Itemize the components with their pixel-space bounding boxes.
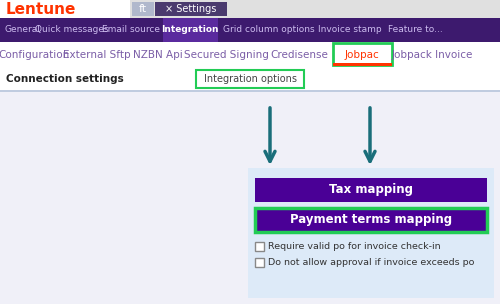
Bar [0,42,500,68]
Text: Tax mapping: Tax mapping [329,184,413,196]
Text: Invoice stamp: Invoice stamp [318,26,382,34]
Text: Integration: Integration [161,26,219,34]
Bar [0,68,500,90]
Text: Require valid po for invoice check-in: Require valid po for invoice check-in [268,242,440,251]
Text: Email source: Email source [102,26,160,34]
Text: Jobpack Invoice: Jobpack Invoice [392,50,472,60]
Text: Payment terms mapping: Payment terms mapping [290,213,452,226]
Bar [255,258,264,267]
Text: Connection settings: Connection settings [6,74,124,84]
Bar [248,168,494,298]
Bar [0,0,130,18]
Text: NZBN Api: NZBN Api [133,50,183,60]
Bar [0,90,500,92]
Bar [132,2,154,16]
Bar [333,43,392,65]
Text: Jobpac: Jobpac [344,50,380,60]
Bar [196,70,304,88]
Bar [333,63,392,66]
Text: General: General [4,26,40,34]
Bar [155,2,227,16]
Text: Grid column options: Grid column options [223,26,315,34]
Text: Integration options: Integration options [204,74,296,84]
Text: External Sftp: External Sftp [63,50,131,60]
Text: × Settings: × Settings [166,4,216,14]
Text: Feature to...: Feature to... [388,26,442,34]
Text: ft: ft [139,4,147,14]
Bar [255,242,264,251]
Text: Do not allow approval if invoice exceeds po: Do not allow approval if invoice exceeds… [268,258,474,267]
Bar [0,0,500,18]
Bar [0,18,500,42]
Bar [163,18,218,42]
Bar [255,178,487,202]
Text: Secured Signing: Secured Signing [184,50,268,60]
Text: Configuration: Configuration [0,50,70,60]
Text: Credisense: Credisense [270,50,328,60]
Bar [0,92,500,304]
Text: Quick messages: Quick messages [35,26,109,34]
Text: Lentune: Lentune [6,2,76,16]
Bar [255,208,487,232]
